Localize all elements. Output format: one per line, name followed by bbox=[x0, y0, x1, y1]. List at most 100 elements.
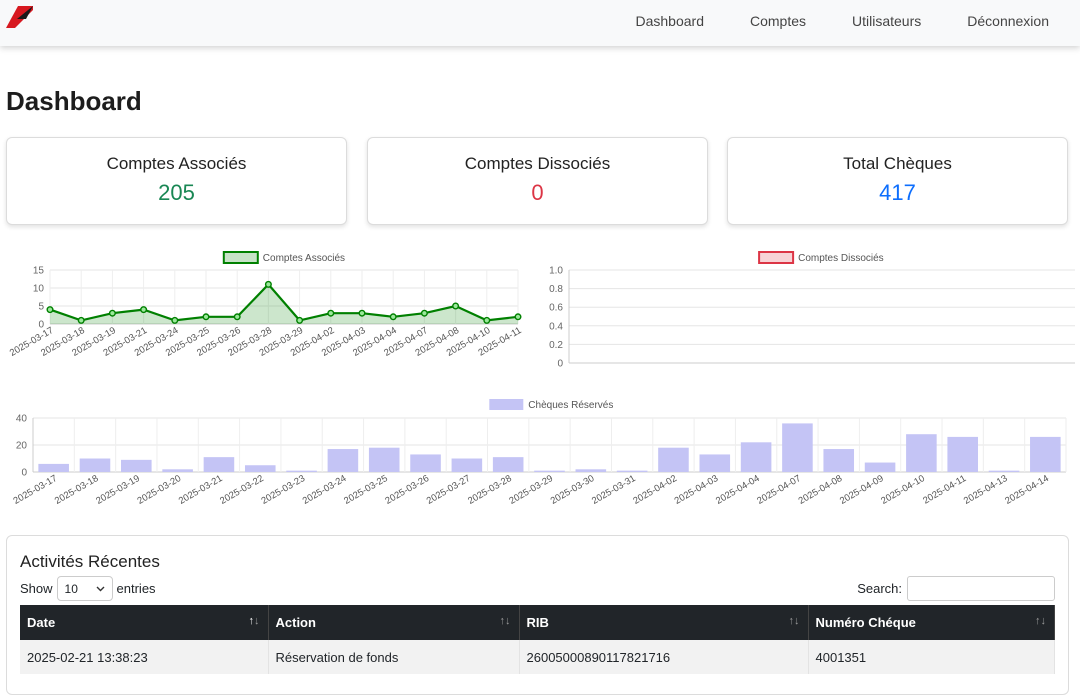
x-tick-label: 2025-04-03 bbox=[673, 473, 721, 507]
area-fill bbox=[50, 284, 518, 324]
card-label: Comptes Dissociés bbox=[464, 154, 611, 173]
bar bbox=[658, 447, 689, 472]
x-tick-label: 2025-04-02 bbox=[631, 473, 679, 507]
sort-icon: ↑↓ bbox=[788, 615, 800, 627]
series-line bbox=[49, 282, 519, 322]
table-row[interactable]: 2025-02-21 13:38:23 Réservation de fonds… bbox=[20, 640, 1055, 674]
search-label: Search: bbox=[857, 581, 902, 596]
data-point bbox=[108, 309, 116, 317]
legend-swatch bbox=[758, 251, 795, 264]
x-tick-label: 2025-04-13 bbox=[962, 473, 1010, 507]
x-tick-label: 2025-03-26 bbox=[383, 473, 431, 507]
entries-value: 10 bbox=[64, 581, 78, 596]
column-header-numero-cheque[interactable]: Numéro Chéque ↑↓ bbox=[808, 605, 1055, 640]
data-point bbox=[264, 280, 272, 288]
chart-cheques-reserves: Chèques Réservés020402025-03-172025-03-1… bbox=[12, 399, 1067, 507]
data-point bbox=[389, 313, 397, 321]
y-tick-label: 15 bbox=[33, 266, 45, 277]
y-tick-label: 40 bbox=[16, 414, 28, 425]
x-tick-label: 2025-03-19 bbox=[94, 473, 142, 507]
show-label: Show bbox=[20, 581, 53, 596]
x-tick-label: 2025-03-20 bbox=[136, 473, 184, 507]
table-search: Search: bbox=[857, 576, 1055, 601]
card-total-cheques: Total Chèques 417 bbox=[727, 137, 1068, 225]
x-tick-label: 2025-04-07 bbox=[755, 473, 803, 507]
bar bbox=[38, 463, 69, 472]
y-tick-label: 5 bbox=[38, 302, 44, 313]
nav-comptes-link[interactable]: Comptes bbox=[749, 13, 807, 29]
data-point bbox=[202, 313, 210, 321]
legend-label: Chèques Réservés bbox=[528, 400, 613, 411]
bar bbox=[906, 434, 937, 472]
nav-logout-link[interactable]: Déconnexion bbox=[967, 13, 1049, 29]
x-tick-label: 2025-04-11 bbox=[921, 473, 968, 506]
cell-numero-cheque: 4001351 bbox=[808, 640, 1055, 674]
x-tick-label: 2025-03-30 bbox=[549, 473, 597, 507]
x-tick-label: 2025-04-04 bbox=[714, 473, 762, 507]
card-comptes-associes: Comptes Associés 205 bbox=[6, 137, 347, 225]
x-tick-label: 2025-03-29 bbox=[507, 473, 555, 507]
bar bbox=[451, 458, 483, 472]
data-point bbox=[358, 309, 366, 317]
y-tick-label: 0 bbox=[21, 468, 27, 479]
data-point bbox=[483, 316, 491, 324]
data-point bbox=[171, 316, 179, 324]
column-label: Numéro Chéque bbox=[815, 615, 916, 630]
recent-activity-title: Activités Récentes bbox=[20, 552, 160, 571]
x-tick-label: 2025-03-17 bbox=[12, 473, 60, 507]
entries-length-control: Show 10 entries bbox=[20, 576, 156, 601]
column-header-rib[interactable]: RIB ↑↓ bbox=[519, 605, 809, 640]
table-header-row: Date ↑↓ Action ↑↓ RIB ↑↓ Numéro Chéque ↑↓ bbox=[20, 605, 1055, 640]
y-tick-label: 10 bbox=[33, 284, 45, 295]
data-point bbox=[420, 309, 428, 317]
card-value: 0 bbox=[531, 180, 544, 205]
x-tick-label: 2025-03-28 bbox=[466, 473, 514, 507]
column-label: Date bbox=[27, 615, 56, 630]
bar bbox=[988, 470, 1020, 472]
x-tick-label: 2025-04-09 bbox=[838, 473, 886, 507]
column-header-date[interactable]: Date ↑↓ bbox=[20, 605, 269, 640]
entries-select[interactable]: 10 bbox=[56, 576, 113, 601]
bar bbox=[410, 454, 441, 472]
x-tick-label: 2025-04-14 bbox=[1003, 473, 1051, 507]
bar bbox=[162, 469, 193, 472]
data-point bbox=[46, 306, 54, 314]
column-header-action[interactable]: Action ↑↓ bbox=[268, 605, 520, 640]
bar bbox=[121, 459, 152, 472]
bar bbox=[534, 470, 565, 472]
brand-logo[interactable] bbox=[6, 6, 33, 28]
chart-comptes-dissocies: Comptes Dissociés 0 0.2 0.4 0.6 0.8 1.0 bbox=[549, 251, 1075, 370]
nav-dashboard-link[interactable]: Dashboard bbox=[635, 13, 704, 29]
bar bbox=[782, 423, 813, 472]
nav-utilisateurs-link[interactable]: Utilisateurs bbox=[852, 13, 922, 29]
navbar: Dashboard Comptes Utilisateurs Déconnexi… bbox=[0, 0, 1080, 46]
cell-action: Réservation de fonds bbox=[268, 640, 520, 674]
nav-links: Dashboard Comptes Utilisateurs Déconnexi… bbox=[589, 0, 1049, 42]
bar bbox=[575, 469, 607, 472]
data-point bbox=[233, 313, 241, 321]
data-point bbox=[77, 316, 85, 324]
card-comptes-dissocies: Comptes Dissociés 0 bbox=[367, 137, 708, 225]
x-tick-label: 2025-04-10 bbox=[879, 473, 927, 507]
y-tick-label: 0.6 bbox=[549, 303, 563, 314]
legend-swatch bbox=[222, 251, 259, 264]
data-point bbox=[296, 316, 304, 324]
bar bbox=[864, 462, 896, 472]
chevron-down-icon bbox=[96, 586, 105, 591]
data-point bbox=[514, 313, 522, 321]
recent-activity-panel: Activités Récentes Show 10 entries Searc… bbox=[6, 535, 1069, 695]
cell-date: 2025-02-21 13:38:23 bbox=[20, 640, 269, 674]
bar bbox=[79, 458, 111, 472]
y-tick-label: 1.0 bbox=[549, 266, 563, 277]
search-input[interactable] bbox=[907, 576, 1055, 601]
x-tick-label: 2025-03-24 bbox=[301, 473, 349, 507]
sort-icon: ↑↓ bbox=[1035, 615, 1046, 627]
page-title: Dashboard bbox=[6, 86, 142, 116]
y-tick-label: 0 bbox=[38, 320, 44, 331]
entries-label: entries bbox=[116, 581, 156, 596]
legend-label: Comptes Associés bbox=[263, 253, 345, 264]
data-point bbox=[140, 306, 148, 314]
bar bbox=[823, 449, 855, 472]
x-tick-label: 2025-03-31 bbox=[590, 473, 638, 507]
bar bbox=[492, 457, 524, 472]
